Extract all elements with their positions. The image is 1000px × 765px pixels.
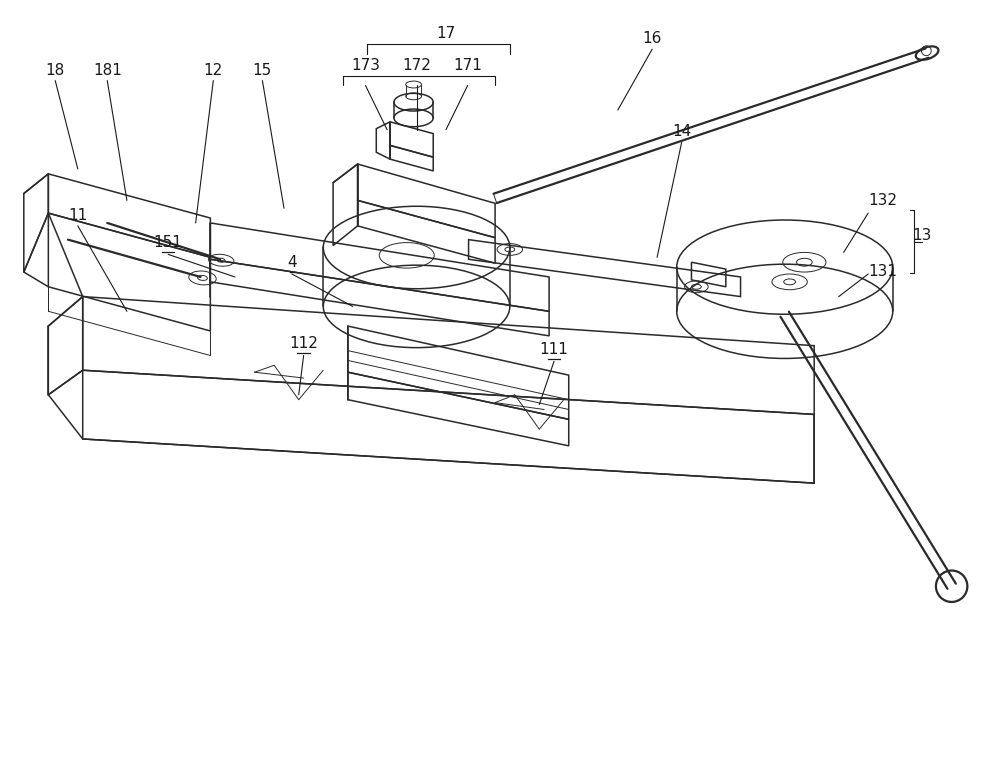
Text: 173: 173 <box>351 57 380 73</box>
Text: 132: 132 <box>868 194 897 208</box>
Text: 111: 111 <box>540 343 568 357</box>
Text: 172: 172 <box>402 57 431 73</box>
Text: 181: 181 <box>93 63 122 77</box>
Text: 15: 15 <box>253 63 272 77</box>
Text: 18: 18 <box>46 63 65 77</box>
Text: 13: 13 <box>912 227 932 243</box>
Text: 131: 131 <box>868 264 897 279</box>
Text: 4: 4 <box>287 255 297 270</box>
Text: 16: 16 <box>642 31 662 46</box>
Text: 17: 17 <box>436 26 456 41</box>
Text: 112: 112 <box>289 336 318 350</box>
Text: 171: 171 <box>453 57 482 73</box>
Text: 14: 14 <box>672 125 691 139</box>
Text: 11: 11 <box>68 208 87 223</box>
Text: 12: 12 <box>204 63 223 77</box>
Text: 151: 151 <box>154 236 183 250</box>
